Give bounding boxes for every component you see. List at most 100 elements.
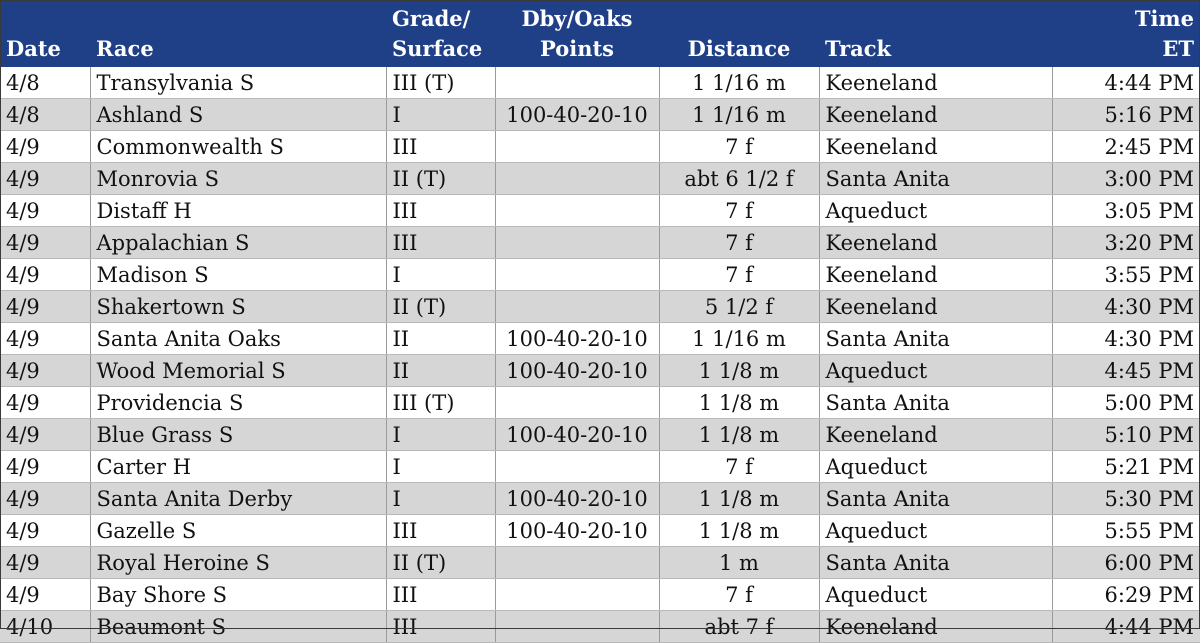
table-row: 4/8 Ashland S I 100-40-20-10 1 1/16 m Keenela…	[0, 98, 1200, 131]
table-row: 4/9 Appalachian S III 7 f Keeneland 3:20 PM	[0, 226, 1200, 259]
cell-date: 4/9	[0, 162, 91, 195]
cell-time: 2:45 PM	[1052, 130, 1200, 163]
cell-date: 4/9	[0, 546, 91, 579]
cell-grade: I	[386, 450, 496, 483]
cell-points: 100-40-20-10	[495, 98, 660, 131]
header-grade-line2: Surface	[392, 36, 483, 61]
cell-time: 5:10 PM	[1052, 418, 1200, 451]
cell-grade: II (T)	[386, 290, 496, 323]
header-row: Date Race Grade/Surface Dby/Oaks Points D…	[0, 0, 1200, 67]
cell-race: Providencia S	[90, 386, 387, 419]
cell-race: Distaff H	[90, 194, 387, 227]
cell-grade: I	[386, 418, 496, 451]
header-race-label: Race	[96, 36, 154, 61]
cell-race: Wood Memorial S	[90, 354, 387, 387]
cell-grade: III	[386, 514, 496, 547]
cell-date: 4/9	[0, 322, 91, 355]
cell-time: 4:30 PM	[1052, 322, 1200, 355]
cell-points: 100-40-20-10	[495, 418, 660, 451]
cell-track: Aqueduct	[819, 450, 1053, 483]
cell-race: Santa Anita Oaks	[90, 322, 387, 355]
cell-time: 4:45 PM	[1052, 354, 1200, 387]
cell-date: 4/9	[0, 578, 91, 611]
table-row: 4/9 Royal Heroine S II (T) 1 m Santa Anita 6:…	[0, 546, 1200, 579]
cell-distance: 7 f	[659, 258, 820, 291]
cell-time: 3:55 PM	[1052, 258, 1200, 291]
cell-time: 5:21 PM	[1052, 450, 1200, 483]
header-distance: Distance	[659, 0, 819, 67]
cell-distance: 1 1/8 m	[659, 418, 820, 451]
cell-distance: abt 6 1/2 f	[659, 162, 820, 195]
cell-race: Royal Heroine S	[90, 546, 387, 579]
cell-points	[495, 162, 660, 195]
cell-track: Santa Anita	[819, 546, 1053, 579]
header-points-line1: Dby/Oaks	[521, 6, 633, 31]
cell-date: 4/9	[0, 130, 91, 163]
cell-date: 4/9	[0, 482, 91, 515]
cell-track: Aqueduct	[819, 514, 1053, 547]
cell-race: Monrovia S	[90, 162, 387, 195]
cell-time: 5:00 PM	[1052, 386, 1200, 419]
header-track: Track	[819, 0, 1052, 67]
cell-time: 3:00 PM	[1052, 162, 1200, 195]
cell-distance: 1 1/8 m	[659, 386, 820, 419]
cell-date: 4/9	[0, 226, 91, 259]
cell-distance: abt 7 f	[659, 610, 820, 643]
cell-track: Santa Anita	[819, 322, 1053, 355]
cell-points: 100-40-20-10	[495, 514, 660, 547]
cell-track: Keeneland	[819, 98, 1053, 131]
cell-distance: 1 1/16 m	[659, 322, 820, 355]
cell-date: 4/9	[0, 354, 91, 387]
cell-race: Shakertown S	[90, 290, 387, 323]
header-date-label: Date	[6, 36, 61, 61]
table-row: 4/9 Blue Grass S I 100-40-20-10 1 1/8 m Keene…	[0, 418, 1200, 451]
cell-points	[495, 386, 660, 419]
cell-race: Ashland S	[90, 98, 387, 131]
cell-grade: III	[386, 578, 496, 611]
cell-track: Keeneland	[819, 418, 1053, 451]
cell-points	[495, 290, 660, 323]
cell-distance: 1 1/8 m	[659, 482, 820, 515]
cell-track: Aqueduct	[819, 578, 1053, 611]
cell-date: 4/9	[0, 418, 91, 451]
cell-distance: 5 1/2 f	[659, 290, 820, 323]
cell-distance: 1 m	[659, 546, 820, 579]
table-header: Date Race Grade/Surface Dby/Oaks Points D…	[0, 0, 1200, 67]
cell-grade: I	[386, 482, 496, 515]
header-grade: Grade/Surface	[386, 0, 495, 67]
cell-points	[495, 130, 660, 163]
cell-time: 3:20 PM	[1052, 226, 1200, 259]
cell-points	[495, 67, 660, 99]
cell-points	[495, 194, 660, 227]
cell-grade: III	[386, 130, 496, 163]
cell-track: Aqueduct	[819, 354, 1053, 387]
cell-grade: III	[386, 194, 496, 227]
cell-time: 4:30 PM	[1052, 290, 1200, 323]
cell-date: 4/9	[0, 450, 91, 483]
cell-distance: 7 f	[659, 226, 820, 259]
header-distance-label: Distance	[687, 36, 791, 61]
cell-track: Keeneland	[819, 290, 1053, 323]
cell-grade: I	[386, 258, 496, 291]
table-body: 4/8 Transylvania S III (T) 1 1/16 m Keenelan…	[0, 67, 1200, 643]
cell-date: 4/9	[0, 194, 91, 227]
header-grade-line1: Grade/	[392, 6, 471, 31]
table-row: 4/9 Bay Shore S III 7 f Aqueduct 6:29 PM	[0, 578, 1200, 611]
cell-points	[495, 450, 660, 483]
cell-grade: II	[386, 354, 496, 387]
cell-grade: I	[386, 98, 496, 131]
cell-distance: 1 1/16 m	[659, 98, 820, 131]
table-row: 4/9 Gazelle S III 100-40-20-10 1 1/8 m Aquedu…	[0, 514, 1200, 547]
cell-distance: 1 1/8 m	[659, 514, 820, 547]
cell-grade: II (T)	[386, 546, 496, 579]
cell-date: 4/10	[0, 610, 91, 643]
header-track-label: Track	[825, 36, 892, 61]
cell-track: Keeneland	[819, 67, 1053, 99]
header-points-line2: Points	[539, 36, 614, 61]
cell-time: 5:55 PM	[1052, 514, 1200, 547]
cell-points	[495, 226, 660, 259]
